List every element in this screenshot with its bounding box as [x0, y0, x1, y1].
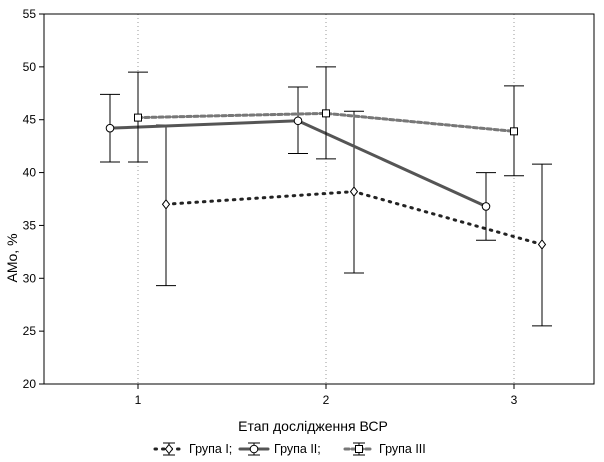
legend-marker: [250, 445, 258, 453]
y-axis-title: AMo, %: [4, 233, 20, 282]
legend-item-3: Група III: [345, 442, 426, 456]
x-tick-label: 1: [135, 393, 142, 407]
series-2: [100, 87, 496, 240]
tick-labels: 20 25 30 35 40 45 50 55 1 2 3: [23, 7, 518, 407]
y-tick-label: 40: [23, 166, 37, 180]
legend-label: Група II;: [274, 442, 321, 456]
y-tick-label: 45: [23, 113, 37, 127]
data-point: [294, 117, 302, 125]
legend-marker: [356, 446, 363, 453]
legend: Група I; Група II; Група III: [155, 442, 426, 456]
y-tick-label: 55: [23, 7, 37, 21]
legend-label: Група III: [379, 442, 426, 456]
data-point: [539, 240, 546, 249]
x-axis-title: Етап дослідження ВСР: [238, 418, 388, 434]
plot-frame: [44, 14, 594, 384]
x-tick-label: 3: [511, 393, 518, 407]
data-point: [106, 124, 114, 132]
data-point: [323, 110, 330, 117]
y-tick-label: 25: [23, 324, 37, 338]
y-tick-label: 20: [23, 377, 37, 391]
legend-item-2: Група II;: [240, 442, 321, 456]
y-tick-label: 50: [23, 60, 37, 74]
y-tick-label: 30: [23, 271, 37, 285]
data-point: [511, 128, 518, 135]
series-1: [156, 111, 552, 326]
data-point: [135, 114, 142, 121]
data-point: [163, 200, 170, 209]
series-3: [128, 67, 524, 176]
data-point: [482, 203, 490, 211]
legend-marker: [166, 445, 173, 454]
data-point: [351, 187, 358, 196]
legend-item-1: Група I;: [155, 442, 232, 456]
x-tick-label: 2: [323, 393, 330, 407]
series-layer: [100, 67, 552, 326]
y-tick-label: 35: [23, 218, 37, 232]
legend-label: Група I;: [189, 442, 232, 456]
axes: [39, 14, 594, 389]
